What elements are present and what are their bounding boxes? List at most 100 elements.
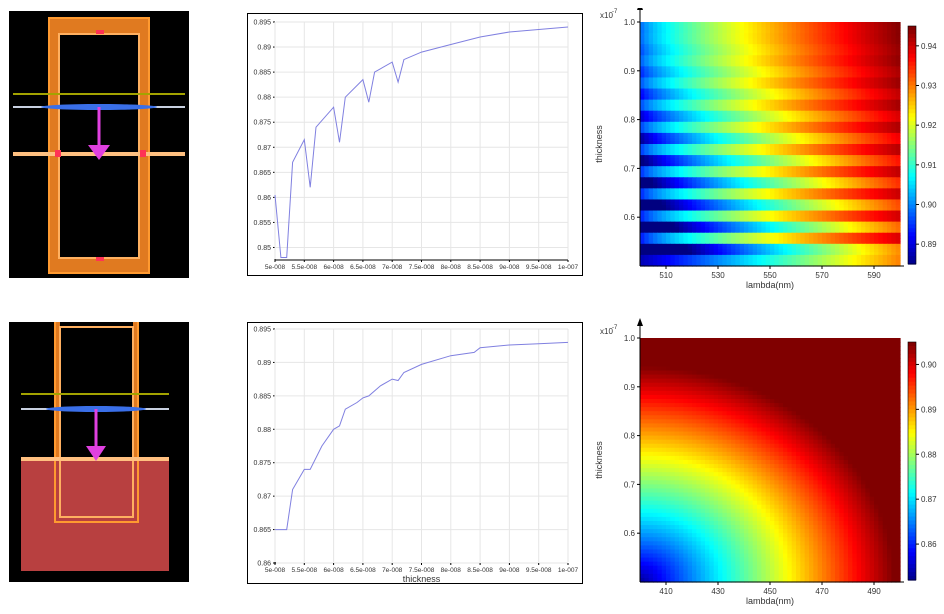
heatmap-cell — [735, 88, 741, 92]
heatmap-cell — [861, 146, 866, 151]
heatmap-cell — [739, 163, 745, 167]
heatmap-cell — [735, 119, 741, 123]
heatmap-cell — [657, 210, 663, 214]
heatmap-cell — [878, 30, 884, 34]
heatmap-cell — [709, 24, 715, 29]
heatmap-cell — [770, 171, 775, 176]
heatmap-cell — [726, 243, 732, 248]
heatmap-cell — [709, 46, 715, 51]
heatmap-cell — [735, 155, 741, 159]
heatmap-cell — [648, 210, 654, 214]
heatmap-cell — [826, 33, 832, 37]
heatmap-cell — [800, 107, 806, 112]
heatmap-cell — [791, 119, 797, 123]
heatmap-cell — [865, 168, 871, 173]
heatmap-cell — [783, 224, 788, 228]
heatmap-cell — [895, 107, 901, 112]
heatmap-cell — [895, 210, 901, 214]
heatmap-cell — [774, 121, 780, 126]
heatmap-cell — [843, 27, 849, 31]
heatmap-cell — [687, 124, 693, 128]
heatmap-cell — [670, 229, 676, 234]
heatmap-cell — [765, 66, 771, 70]
heatmap-cell — [692, 22, 697, 26]
heatmap-cell — [852, 155, 858, 159]
heatmap-cell — [783, 77, 788, 81]
heatmap-cell — [640, 199, 645, 203]
heatmap-cell — [770, 163, 775, 167]
heatmap-cell — [835, 107, 840, 112]
heatmap-cell — [648, 85, 654, 90]
heatmap-cell — [722, 74, 728, 79]
heatmap-cell — [748, 71, 754, 76]
heatmap-cell — [887, 99, 892, 104]
heatmap-cell — [796, 216, 801, 220]
heatmap-cell — [887, 182, 892, 187]
heatmap-cell — [861, 124, 866, 128]
heatmap-cell — [830, 41, 836, 45]
heatmap-cell — [787, 146, 793, 151]
heatmap-cell — [679, 94, 684, 98]
heatmap-cell — [700, 146, 706, 151]
heatmap-cell — [700, 202, 706, 206]
heatmap-cell — [696, 210, 702, 214]
heatmap-cell — [843, 171, 849, 176]
heatmap-cell — [791, 149, 797, 153]
heatmap-cell — [770, 24, 775, 29]
heatmap-cell — [830, 188, 836, 192]
heatmap-cell — [787, 185, 793, 189]
heatmap-cell — [778, 205, 784, 209]
heatmap-cell — [830, 71, 836, 76]
heatmap-cell — [869, 152, 875, 156]
heatmap-cell — [661, 163, 667, 167]
heatmap-cell — [804, 124, 810, 128]
heatmap-cell — [739, 107, 745, 112]
heatmap-cell — [713, 163, 719, 167]
heatmap-cell — [744, 160, 749, 165]
heatmap-cell — [895, 66, 901, 70]
heatmap-cell — [661, 213, 667, 217]
heatmap-cell — [674, 60, 680, 65]
heatmap-cell — [666, 157, 671, 162]
heatmap-cell — [822, 216, 827, 220]
heatmap-cell — [826, 146, 832, 151]
heatmap-cell — [813, 88, 819, 92]
heatmap-cell — [731, 229, 736, 234]
heatmap-cell — [748, 141, 754, 145]
heatmap-cell — [774, 66, 780, 70]
heatmap-cell — [817, 35, 823, 40]
heatmap-cell — [692, 66, 697, 70]
heatmap-cell — [796, 235, 801, 239]
heatmap-cell — [752, 144, 758, 148]
heatmap-cell — [718, 238, 723, 242]
heatmap-cell — [683, 205, 689, 209]
heatmap-cell — [800, 193, 806, 198]
heatmap-cell — [891, 160, 897, 165]
heatmap-cell — [674, 210, 680, 214]
heatmap-cell — [861, 193, 866, 198]
heatmap-cell — [887, 205, 892, 209]
heatmap-cell — [817, 232, 823, 237]
heatmap-cell — [809, 202, 814, 206]
heatmap-cell — [648, 80, 654, 84]
heatmap-cell — [722, 121, 728, 126]
heatmap-cell — [718, 63, 723, 67]
heatmap-cell — [744, 232, 749, 237]
heatmap-cell — [696, 105, 702, 109]
heatmap-cell — [726, 30, 732, 34]
heatmap-cell — [713, 38, 719, 43]
heatmap-cell — [644, 216, 650, 220]
heatmap-cell — [683, 132, 689, 137]
heatmap-cell — [722, 124, 728, 128]
heatmap-cell — [726, 35, 732, 40]
heatmap-cell — [692, 177, 697, 181]
heatmap-cell — [796, 174, 801, 178]
heatmap-cell — [679, 80, 684, 84]
heatmap-cell — [670, 107, 676, 112]
heatmap-cell — [696, 196, 702, 201]
heatmap-cell — [757, 80, 762, 84]
heatmap-cell — [653, 135, 658, 140]
heatmap-cell — [640, 188, 645, 192]
heatmap-cell — [674, 132, 680, 137]
heatmap-cell — [787, 66, 793, 70]
